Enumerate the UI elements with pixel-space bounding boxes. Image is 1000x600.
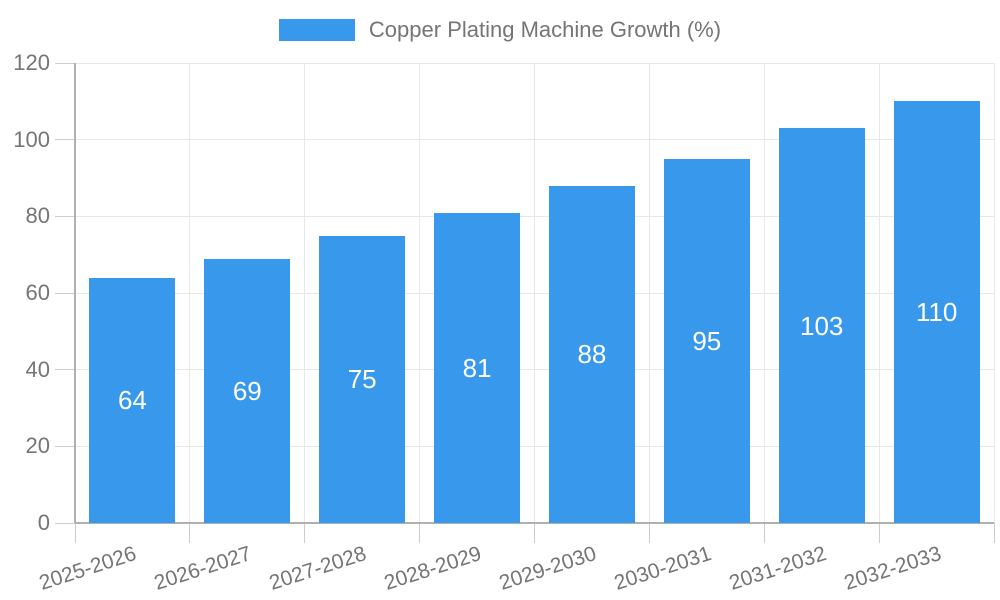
gridline-x: [993, 63, 995, 523]
legend-swatch: [278, 19, 355, 41]
gridline-x: [878, 63, 880, 523]
y-axis-tick-label: 100: [13, 126, 50, 152]
y-axis-tick-label: 80: [25, 203, 50, 229]
bar[interactable]: 75: [319, 235, 406, 523]
x-axis-tick: [74, 523, 76, 543]
x-axis-tick: [419, 523, 421, 543]
bar-value-label: 81: [462, 352, 492, 383]
x-axis-tick: [189, 523, 191, 543]
x-axis-tick: [763, 523, 765, 543]
legend[interactable]: Copper Plating Machine Growth (%): [0, 16, 1000, 44]
bar[interactable]: 69: [204, 258, 291, 523]
bar-value-label: 110: [915, 297, 958, 328]
bar[interactable]: 64: [89, 277, 176, 523]
y-axis-tick-label: 20: [25, 433, 50, 459]
gridline-x: [534, 63, 535, 523]
bar[interactable]: 103: [778, 128, 865, 523]
bar[interactable]: 110: [893, 101, 980, 523]
plot-area: 0 20 40 60 80 100 120 64 69 75 81 88 95 103 110 2025-20…: [13, 50, 995, 595]
gridline-x: [304, 63, 306, 523]
x-axis-tick: [304, 523, 306, 543]
gridline-x: [763, 63, 765, 523]
y-axis-tick: [55, 445, 75, 447]
gridline-x: [648, 63, 650, 523]
y-axis-tick-label: 40: [25, 356, 50, 382]
bar[interactable]: 95: [663, 158, 750, 523]
gridline-x: [419, 63, 421, 523]
y-axis-tick: [55, 215, 75, 217]
x-axis-tick: [878, 523, 880, 543]
y-axis-tick: [55, 522, 75, 524]
bar-value-label: 75: [347, 364, 377, 395]
bar-value-label: 69: [232, 375, 262, 406]
gridline-x: [189, 63, 191, 523]
bar[interactable]: 81: [434, 212, 521, 523]
bar-value-label: 95: [692, 325, 722, 356]
legend-label: Copper Plating Machine Growth (%): [368, 17, 722, 42]
y-axis-tick-label: 60: [25, 280, 50, 305]
x-axis-tick: [648, 523, 650, 543]
y-axis-tick: [55, 292, 75, 294]
y-axis-tick-label: 120: [13, 50, 50, 75]
y-axis-tick: [55, 139, 75, 141]
bar[interactable]: 88: [548, 185, 635, 523]
y-axis-tick-label: 0: [37, 510, 50, 535]
bar-value-label: 64: [117, 385, 147, 416]
bar-value-label: 103: [799, 310, 844, 341]
y-axis-line: [74, 63, 76, 523]
y-axis-tick: [55, 369, 75, 371]
x-axis-tick: [534, 523, 535, 543]
y-axis-tick: [55, 62, 75, 64]
bar-value-label: 88: [577, 339, 607, 370]
x-axis-line: [75, 522, 994, 524]
x-axis-tick: [993, 523, 995, 543]
